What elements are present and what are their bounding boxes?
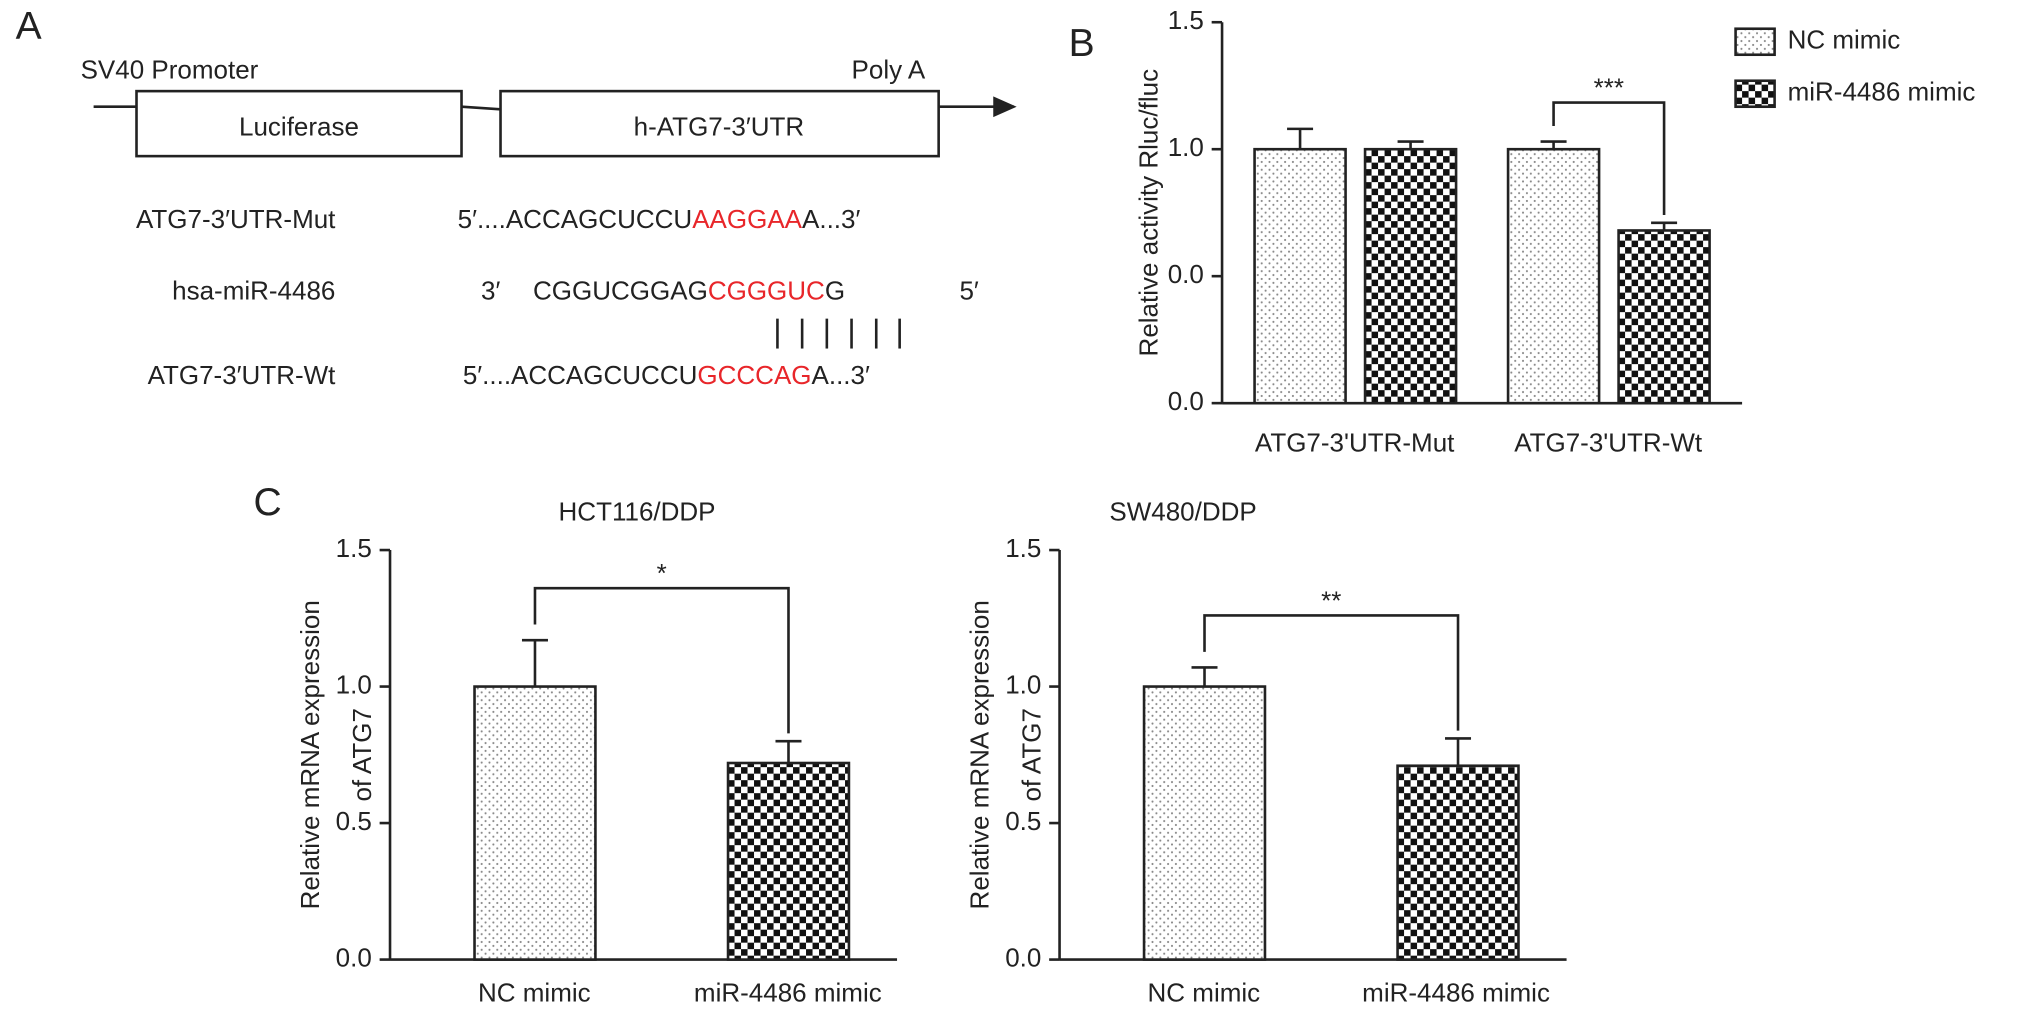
x-tick-label: NC mimic (478, 978, 591, 1008)
y-tick-label: 0.5 (336, 806, 372, 836)
error-bar (1445, 737, 1472, 766)
bar (473, 685, 597, 961)
bar (1253, 147, 1347, 405)
x-tick-label: ATG7-3'UTR-Mut (1255, 428, 1455, 458)
y-tick-label: 0.5 (1005, 806, 1041, 836)
y-axis-label: of ATG7 (1016, 708, 1046, 801)
dna-line (461, 105, 501, 111)
sequence-part: G (825, 276, 845, 306)
x-tick-label: ATG7-3'UTR-Wt (1514, 428, 1703, 458)
sequence-part: GCCCAG (697, 360, 811, 390)
y-axis-label: Relative mRNA expression (295, 600, 325, 909)
sequence-part: CGGGUC (708, 276, 825, 306)
error-bar (1540, 140, 1567, 150)
x-tick-label: miR-4486 mimic (694, 978, 882, 1008)
sequence-label: ATG7-3′UTR-Wt (148, 360, 337, 390)
y-tick-label: 1.0 (336, 669, 372, 699)
sequence-part: 5′ (959, 276, 978, 306)
box-label: Luciferase (239, 112, 359, 142)
luciferase-box (135, 89, 463, 158)
error-bar (1287, 127, 1314, 150)
y-tick-label: 0.0 (1005, 942, 1041, 972)
y-tick-label: 1.5 (1168, 5, 1204, 35)
significance-bracket (1552, 101, 1666, 216)
sequence-part: 5′....ACCAGCUCCU (463, 360, 698, 390)
bar (1363, 147, 1458, 405)
legend-swatch (1734, 27, 1776, 57)
sequence-part: A...3′ (812, 360, 870, 390)
legend-label: miR-4486 mimic (1788, 77, 1976, 107)
x-tick-label: miR-4486 mimic (1362, 978, 1550, 1008)
chart-title: SW480/DDP (1109, 497, 1256, 527)
sequence: 3′ CGGUCGGAGCGGGUCG 5′ (481, 276, 979, 306)
error-bar (775, 739, 802, 764)
sequence-part: A...3′ (802, 204, 860, 234)
sequence: 5′....ACCAGCUCCUGCCCAGA...3′ (463, 360, 870, 390)
legend-label: NC mimic (1788, 25, 1901, 55)
sequence-part: CGGUCGGAG (533, 276, 708, 306)
sequence-label: ATG7-3′UTR-Mut (136, 204, 336, 234)
x-tick-label: NC mimic (1148, 978, 1261, 1008)
y-tick-label: 1.0 (1168, 132, 1204, 162)
legend-swatch (1734, 79, 1776, 109)
sequence-part: 5′....ACCAGCUCCU (458, 204, 693, 234)
y-axis-label: Relative activity Rluc/fluc (1133, 69, 1163, 357)
error-bar (1651, 221, 1678, 231)
y-tick-label: 0.0 (1168, 386, 1204, 416)
error-bar (521, 638, 548, 687)
significance-label: *** (1594, 72, 1624, 102)
y-axis-label: of ATG7 (347, 708, 377, 801)
utr-box (499, 89, 940, 158)
sequence-part: AAGGAA (692, 204, 802, 234)
sequence-label: hsa-miR-4486 (172, 276, 335, 306)
bar (726, 761, 851, 961)
pairing-lines (776, 318, 901, 349)
bar (1142, 685, 1267, 961)
significance-label: ** (1321, 585, 1341, 615)
y-tick-label: 1.5 (1005, 533, 1041, 563)
bar (1506, 147, 1601, 405)
panel-label: A (16, 5, 42, 48)
y-tick-label: 0.0 (336, 942, 372, 972)
error-bar (1397, 140, 1424, 150)
panel-label: B (1069, 22, 1095, 65)
significance-bracket (533, 586, 790, 734)
y-tick-label: 0.0 (1168, 259, 1204, 289)
error-bar (1191, 666, 1218, 687)
polya-label: Poly A (852, 55, 926, 85)
significance-label: * (657, 558, 667, 588)
y-tick-label: 1.0 (1005, 669, 1041, 699)
significance-bracket (1203, 614, 1460, 731)
panel-label: C (254, 481, 282, 524)
sequence: 5′....ACCAGCUCCUAAGGAAA...3′ (458, 204, 861, 234)
box-label: h-ATG7-3′UTR (634, 112, 805, 142)
y-axis-label: Relative mRNA expression (964, 600, 994, 909)
promoter-label: SV40 Promoter (81, 55, 259, 85)
chart-title: HCT116/DDP (559, 497, 716, 527)
bar (1396, 764, 1520, 961)
y-tick-label: 1.5 (336, 533, 372, 563)
bar (1617, 229, 1711, 405)
sequence-part: 3′ (481, 276, 500, 306)
